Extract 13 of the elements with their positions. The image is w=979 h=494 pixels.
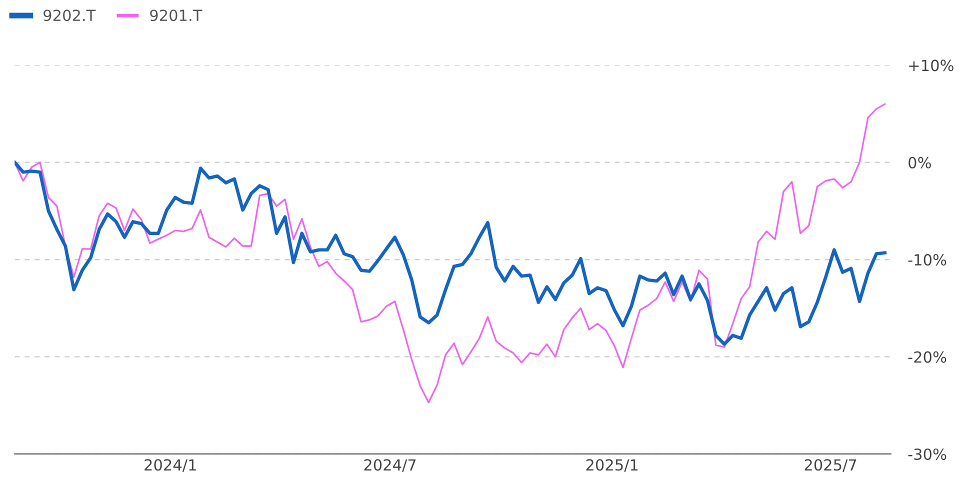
legend-label: 9201.T <box>150 10 202 22</box>
y-tick-label: 0% <box>908 156 931 168</box>
y-tick-label: -10% <box>908 254 946 266</box>
legend-label: 9202.T <box>44 10 96 22</box>
x-tick-label: 2025/1 <box>586 459 638 472</box>
line-series <box>14 103 886 404</box>
x-tick-label: 2024/7 <box>364 459 416 472</box>
y-tick-label: -30% <box>908 448 946 460</box>
y-tick-label: +10% <box>909 60 954 72</box>
line-series <box>14 160 887 346</box>
x-tick-label: 2024/1 <box>144 459 196 472</box>
y-tick-label: -20% <box>908 351 946 363</box>
x-tick-label: 2025/7 <box>804 459 856 472</box>
